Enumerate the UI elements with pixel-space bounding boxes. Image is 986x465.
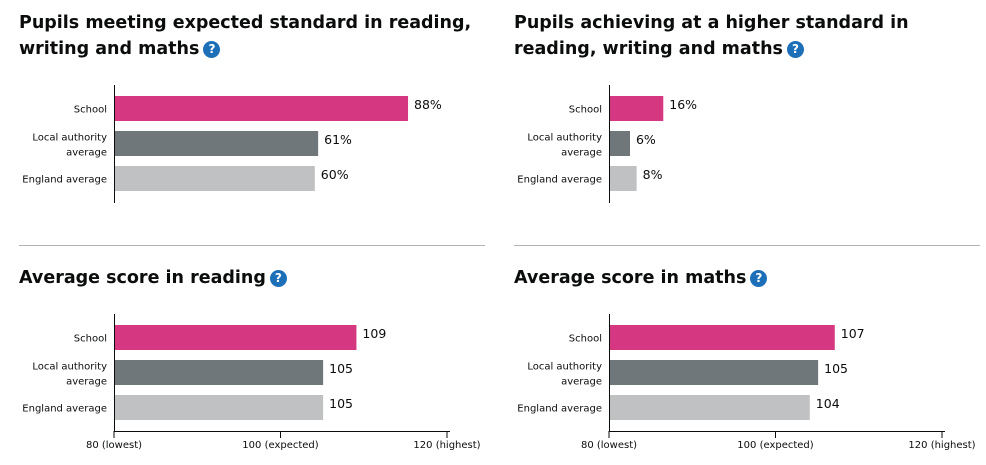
panel-title-text: Average score in maths (514, 268, 747, 288)
bar-school (115, 96, 409, 121)
category-label-local-authority: average (66, 148, 107, 159)
bar-england (115, 395, 324, 420)
bar-local-authority (610, 131, 630, 156)
x-tick-label: 100 (expected) (737, 440, 813, 451)
value-label-school: 88% (414, 97, 442, 112)
category-label-england: England average (517, 404, 602, 415)
panel-title: Average score in reading? (19, 265, 479, 291)
x-tick-label: 120 (highest) (413, 440, 480, 451)
x-tick-label: 80 (lowest) (86, 440, 142, 451)
x-tick-label: 120 (highest) (908, 440, 975, 451)
bar-school (610, 96, 664, 121)
panel-title-text: Pupils meeting expected standard in read… (19, 13, 472, 59)
x-tick-label: 100 (expected) (242, 440, 318, 451)
panel-title-text: Pupils achieving at a higher standard in… (514, 13, 909, 59)
value-label-local-authority: 6% (636, 132, 656, 147)
panel-title: Pupils achieving at a higher standard in… (514, 10, 974, 62)
value-label-school: 16% (669, 97, 697, 112)
question-mark-icon[interactable]: ? (786, 41, 804, 58)
panel-title: Pupils meeting expected standard in read… (19, 10, 479, 62)
question-mark-icon[interactable]: ? (750, 270, 768, 287)
panel-title-text: Average score in reading (19, 268, 266, 288)
category-label-local-authority: average (66, 377, 107, 388)
bar-england (115, 166, 315, 191)
value-label-england: 104 (816, 396, 840, 411)
value-label-england: 8% (643, 167, 663, 182)
category-label-local-authority: Local authority (32, 133, 107, 144)
category-label-england: England average (22, 175, 107, 186)
bar-local-authority (610, 360, 819, 385)
category-label-local-authority: Local authority (527, 133, 602, 144)
category-label-local-authority: Local authority (527, 362, 602, 373)
value-label-local-authority: 105 (824, 361, 848, 376)
question-mark-icon[interactable]: ? (203, 41, 221, 58)
category-label-local-authority: Local authority (32, 362, 107, 373)
category-label-school: School (74, 105, 107, 116)
value-label-local-authority: 61% (324, 132, 352, 147)
chart-higher-standard: 16% School 6% Local authority average 8% Engla… (517, 85, 697, 203)
category-label-school: School (569, 334, 602, 345)
category-label-school: School (74, 334, 107, 345)
category-label-local-authority: average (561, 377, 602, 388)
chart-expected-standard: 88% School 61% Local authority average 60% Eng… (22, 85, 442, 203)
value-label-school: 109 (362, 326, 386, 341)
section-divider (19, 245, 485, 246)
category-label-local-authority: average (561, 148, 602, 159)
bar-local-authority (115, 131, 319, 156)
value-label-school: 107 (841, 326, 865, 341)
bar-england (610, 395, 810, 420)
category-label-england: England average (22, 404, 107, 415)
category-label-england: England average (517, 175, 602, 186)
bar-school (610, 325, 835, 350)
value-label-local-authority: 105 (329, 361, 353, 376)
chart-maths-score: 107 School 105 Local authority average 104 Eng… (517, 314, 976, 451)
panel-title: Average score in maths? (514, 265, 974, 291)
bar-local-authority (115, 360, 324, 385)
section-divider (514, 245, 980, 246)
category-label-school: School (569, 105, 602, 116)
x-tick-label: 80 (lowest) (581, 440, 637, 451)
question-mark-icon[interactable]: ? (269, 270, 287, 287)
value-label-england: 105 (329, 396, 353, 411)
chart-reading-score: 109 School 105 Local authority average 105 Eng… (22, 314, 481, 451)
bar-england (610, 166, 637, 191)
bar-school (115, 325, 357, 350)
value-label-england: 60% (321, 167, 349, 182)
